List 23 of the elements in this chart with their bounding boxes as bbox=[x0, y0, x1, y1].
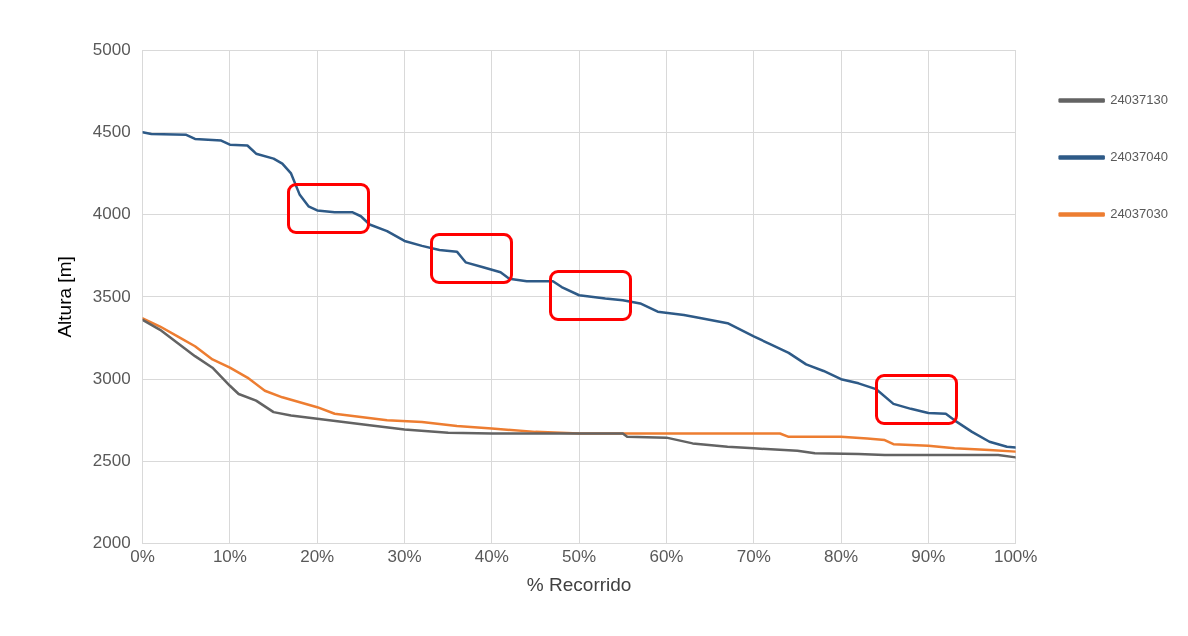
x-tick-label: 90% bbox=[911, 546, 946, 566]
legend-label: 24037030 bbox=[1110, 206, 1168, 222]
legend-label: 24037130 bbox=[1110, 92, 1168, 108]
x-tick-label: 60% bbox=[649, 546, 684, 566]
y-tick-label: 2500 bbox=[92, 451, 131, 471]
y-tick-label: 3500 bbox=[92, 286, 131, 306]
y-tick-label: 5000 bbox=[92, 39, 131, 59]
y-tick-label: 4500 bbox=[92, 121, 131, 141]
x-tick-label: 10% bbox=[212, 546, 247, 566]
y-axis-title: Altura [m] bbox=[53, 256, 75, 338]
x-tick-label: 20% bbox=[300, 546, 335, 566]
x-tick-label: 80% bbox=[824, 546, 859, 566]
x-tick-label: 0% bbox=[130, 546, 155, 566]
y-tick-label: 4000 bbox=[92, 204, 131, 224]
x-tick-label: 70% bbox=[736, 546, 771, 566]
x-tick-label: 50% bbox=[562, 546, 597, 566]
x-tick-label: 100% bbox=[993, 546, 1038, 566]
legend-label: 24037040 bbox=[1110, 149, 1168, 165]
x-axis-title: % Recorrido bbox=[526, 573, 632, 595]
y-tick-label: 3000 bbox=[92, 368, 131, 388]
x-tick-label: 30% bbox=[387, 546, 422, 566]
x-tick-label: 40% bbox=[474, 546, 509, 566]
y-tick-label: 2000 bbox=[92, 533, 131, 553]
